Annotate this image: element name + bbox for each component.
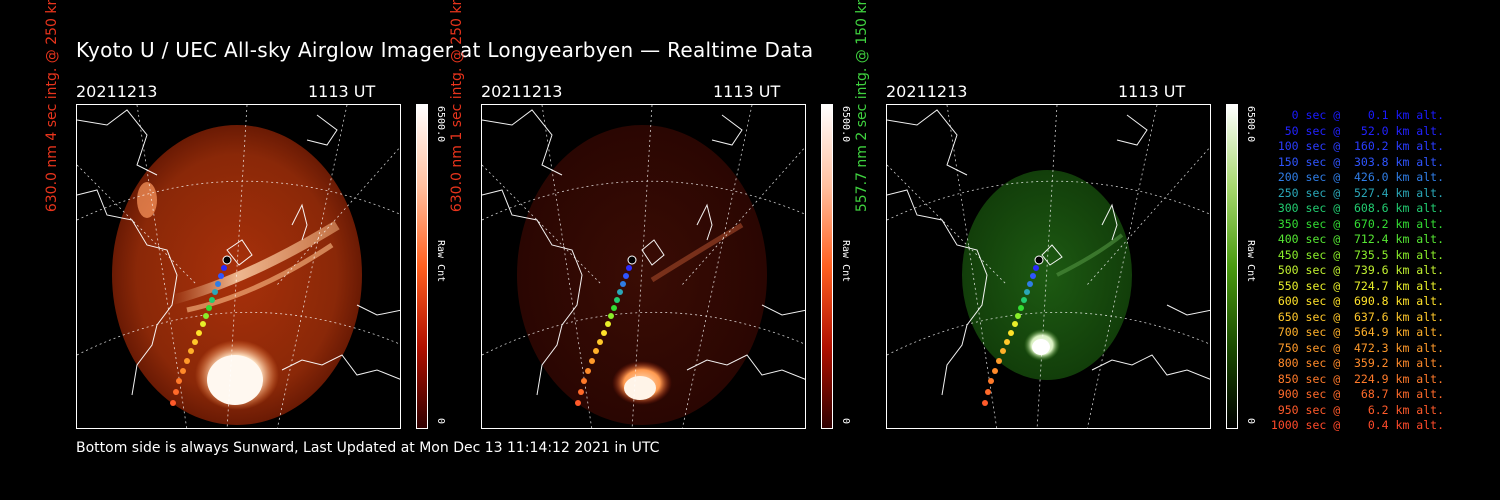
legend-entry: 200 sec @ 426.0 km alt. xyxy=(1270,170,1444,184)
legend-entry: 450 sec @ 735.5 km alt. xyxy=(1270,247,1444,262)
panel-630-4sec: 20211213 1113 UT 630.0 nm 4 sec intg. @ … xyxy=(44,0,476,432)
colorbar-unit: Raw Cnt xyxy=(1245,240,1256,283)
panel-630-1sec: 20211213 1113 UT 630.0 nm 1 sec intg. @ … xyxy=(449,0,881,432)
colorbar-unit: Raw Cnt xyxy=(840,240,851,283)
legend-entry: 100 sec @ 160.2 km alt. xyxy=(1270,139,1444,153)
legend-entry: 750 sec @ 472.3 km alt. xyxy=(1270,340,1444,355)
legend-entry: 150 sec @ 303.8 km alt. xyxy=(1270,154,1444,169)
legend-entry: 900 sec @ 68.7 km alt. xyxy=(1270,387,1444,401)
colorbar-max: 6500.0 xyxy=(1245,106,1256,143)
legend-entry: 400 sec @ 712.4 km alt. xyxy=(1270,232,1444,246)
legend-entry: 600 sec @ 690.8 km alt. xyxy=(1270,294,1444,308)
legend-entry: 950 sec @ 6.2 km alt. xyxy=(1270,402,1444,417)
legend-entry: 700 sec @ 564.9 km alt. xyxy=(1270,325,1444,339)
allsky-image xyxy=(886,104,1211,429)
legend-entry: 1000 sec @ 0.4 km alt. xyxy=(1270,418,1444,432)
panel-time: 1113 UT xyxy=(713,82,781,101)
colorbar xyxy=(1226,104,1238,429)
legend-entry: 350 sec @ 670.2 km alt. xyxy=(1270,216,1444,231)
legend-entry: 300 sec @ 608.6 km alt. xyxy=(1270,201,1444,215)
legend-entry: 50 sec @ 52.0 km alt. xyxy=(1270,123,1444,138)
colorbar-max: 6500.0 xyxy=(435,106,446,143)
panel-date: 20211213 xyxy=(76,82,158,101)
legend-entry: 0 sec @ 0.1 km alt. xyxy=(1270,108,1444,122)
panel-ylabel: 557.7 nm 2 sec intg. @ 150 km xyxy=(854,0,870,213)
allsky-image xyxy=(481,104,806,429)
panel-ylabel: 630.0 nm 4 sec intg. @ 250 km xyxy=(44,0,60,213)
colorbar-max: 6500.0 xyxy=(840,106,851,143)
legend-entry: 500 sec @ 739.6 km alt. xyxy=(1270,263,1444,277)
panel-time: 1113 UT xyxy=(1118,82,1186,101)
colorbar-min: 0 xyxy=(435,418,446,425)
page-title: Kyoto U / UEC All-sky Airglow Imager at … xyxy=(76,38,814,62)
panel-ylabel: 630.0 nm 1 sec intg. @ 250 km xyxy=(449,0,465,213)
colorbar xyxy=(416,104,428,429)
panel-date: 20211213 xyxy=(481,82,563,101)
legend-entry: 850 sec @ 224.9 km alt. xyxy=(1270,371,1444,386)
colorbar-unit: Raw Cnt xyxy=(435,240,446,283)
panel-557-2sec: 20211213 1113 UT 557.7 nm 2 sec intg. @ … xyxy=(854,0,1286,432)
legend-entry: 650 sec @ 637.6 km alt. xyxy=(1270,309,1444,324)
footer-note: Bottom side is always Sunward, Last Upda… xyxy=(76,440,660,456)
colorbar xyxy=(821,104,833,429)
legend-entry: 250 sec @ 527.4 km alt. xyxy=(1270,185,1444,200)
colorbar-min: 0 xyxy=(1245,418,1256,425)
legend-entry: 550 sec @ 724.7 km alt. xyxy=(1270,278,1444,293)
colorbar-min: 0 xyxy=(840,418,851,425)
altitude-legend: 0 sec @ 0.1 km alt. 50 sec @ 52.0 km alt… xyxy=(1262,108,1444,434)
allsky-image xyxy=(76,104,401,429)
panel-time: 1113 UT xyxy=(308,82,376,101)
panel-date: 20211213 xyxy=(886,82,968,101)
legend-entry: 800 sec @ 359.2 km alt. xyxy=(1270,356,1444,370)
